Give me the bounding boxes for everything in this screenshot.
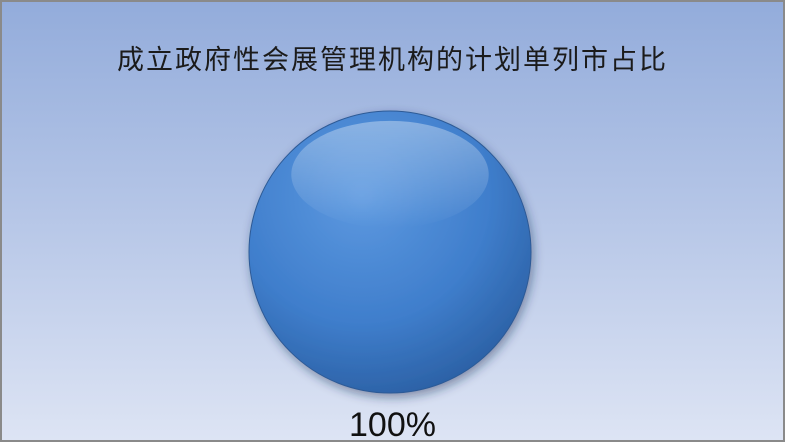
chart-title: 成立政府性会展管理机构的计划单列市占比 xyxy=(117,45,668,76)
pie-slice-highlight xyxy=(291,120,489,229)
slice-data-label: 100% xyxy=(349,406,436,442)
